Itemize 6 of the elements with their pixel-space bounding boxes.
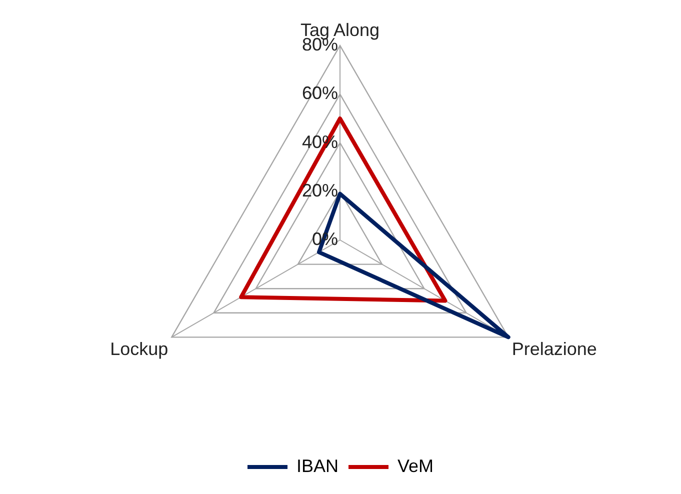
- y-tick-label: 20%: [302, 180, 338, 200]
- spoke-label: Prelazione: [512, 338, 597, 359]
- legend-label: IBAN: [296, 456, 338, 476]
- legend-label: VeM: [397, 456, 434, 476]
- y-tick-label: 60%: [302, 83, 338, 104]
- spoke-label: Lockup: [110, 338, 168, 359]
